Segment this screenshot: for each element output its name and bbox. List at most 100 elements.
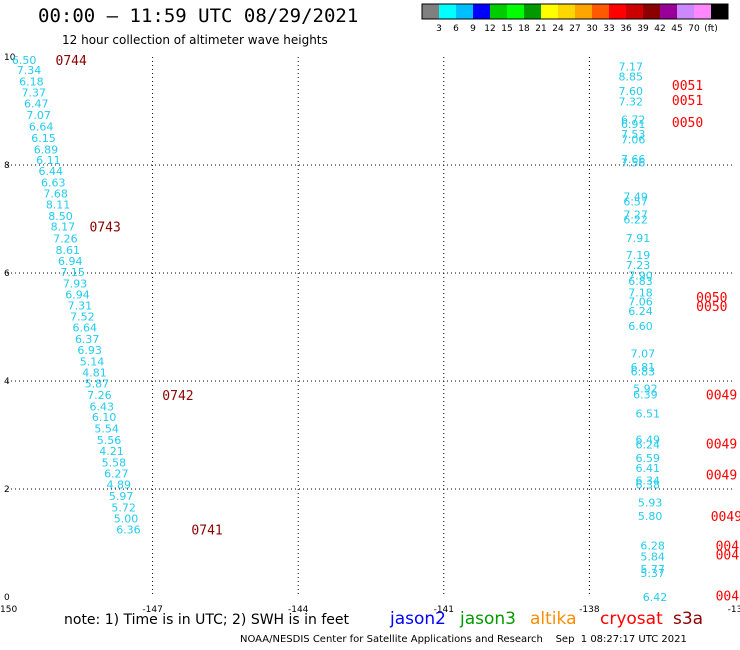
swh-value: 6.37 (75, 333, 100, 346)
swh-value: 6.24 (628, 305, 653, 318)
page-title: 00:00 — 11:59 UTC 08/29/2021 (38, 5, 359, 27)
legend-swatch (456, 4, 473, 19)
swh-value: 6.64 (73, 322, 98, 335)
legend-swatch (592, 4, 609, 19)
swh-value: 5.00 (114, 513, 139, 526)
y-tick-label: 8 (4, 161, 10, 171)
y-tick-label: 6 (4, 269, 10, 279)
swh-value: 6.51 (636, 407, 661, 420)
legend-swatch (439, 4, 456, 19)
y-tick-label: 4 (4, 377, 10, 387)
x-tick-label: -144 (288, 605, 309, 615)
swh-value: 6.39 (633, 389, 658, 402)
legend-tick-label: 30 (586, 24, 598, 34)
swh-value: 8.85 (619, 70, 644, 83)
legend-tick-label: (ft) (704, 24, 718, 34)
legend-swatch (609, 4, 626, 19)
time-label: 0050 (696, 300, 727, 315)
swh-value: 7.27 (623, 209, 648, 222)
satellite-label-altika: altika (530, 609, 577, 629)
satellite-label-jason2: jason2 (390, 609, 446, 629)
swh-value: 6.49 (636, 433, 661, 446)
swh-value: 6.22 (623, 214, 648, 227)
legend-swatch (524, 4, 541, 19)
swh-value: 4.81 (82, 366, 107, 379)
time-label: 0742 (162, 389, 193, 404)
swh-value: 6.63 (41, 176, 65, 189)
swh-value: 4.89 (106, 479, 131, 492)
swh-value: 5.14 (80, 356, 105, 369)
legend-tick-label: 36 (620, 24, 632, 34)
legend-swatch (711, 4, 728, 19)
swh-value: 7.31 (68, 299, 93, 312)
swh-value: 7.68 (43, 188, 68, 201)
swh-value: 7.66 (621, 153, 646, 166)
legend-swatch (490, 4, 507, 19)
legend-tick-label: 70 (688, 24, 700, 34)
plot-grid: -150 -147 -144 -141 -138 -13 0 2 4 6 8 10 (0, 53, 740, 615)
y-tick-label: 10 (4, 53, 16, 63)
x-tick-label: -141 (434, 605, 454, 615)
swh-value: 7.60 (619, 85, 644, 98)
swh-value: 8.17 (51, 221, 76, 234)
swh-value: 7.37 (22, 87, 46, 100)
swh-value: 5.58 (102, 457, 127, 470)
swh-value: 6.89 (34, 143, 59, 156)
legend-tick-label: 33 (603, 24, 614, 34)
data-marks: 6.507.346.187.376.477.076.646.156.896.11… (12, 54, 740, 604)
swh-value: 5.77 (640, 563, 665, 576)
swh-value: 7.06 (621, 134, 646, 147)
swh-value: 5.37 (640, 567, 665, 580)
swh-value: 7.90 (628, 270, 653, 283)
swh-value: 7.26 (87, 389, 112, 402)
y-tick-label: 0 (4, 593, 10, 603)
swh-value: 7.18 (628, 286, 653, 299)
legend-tick-label: 6 (453, 24, 459, 34)
swh-value: 6.47 (24, 97, 48, 110)
x-tick-label: -138 (579, 605, 600, 615)
swh-value: 6.72 (621, 114, 646, 127)
swh-value: 7.17 (619, 61, 644, 74)
time-label: 0050 (696, 291, 727, 306)
swh-value: 6.18 (19, 75, 43, 88)
swh-value: 5.56 (97, 434, 122, 447)
swh-value: 6.94 (58, 255, 83, 268)
satellite-label-jason3: jason3 (460, 609, 516, 629)
swh-value: 5.80 (638, 510, 663, 523)
swh-value: 6.44 (39, 165, 64, 178)
swh-value: 5.84 (640, 551, 665, 564)
x-tick-label: -147 (142, 605, 162, 615)
swh-value: 4.21 (99, 445, 124, 458)
swh-value: 5.54 (94, 423, 119, 436)
swh-value: 6.93 (77, 344, 102, 357)
swh-value: 7.26 (53, 232, 78, 245)
legend-tick-label: 21 (535, 24, 546, 34)
legend-swatch (677, 4, 694, 19)
swh-value: 7.07 (26, 109, 51, 122)
time-label: 0743 (90, 221, 121, 236)
time-label: 0048 (716, 589, 740, 604)
swh-value: 7.56 (621, 156, 646, 169)
legend-swatch (643, 4, 660, 19)
swh-value: 6.83 (631, 365, 656, 378)
y-tick-label: 2 (4, 485, 10, 495)
swh-value: 7.15 (60, 266, 85, 279)
legend-tick-label: 24 (552, 24, 564, 34)
swh-value: 6.83 (628, 275, 653, 288)
time-label: 0049 (711, 510, 740, 525)
legend-swatch (541, 4, 558, 19)
swh-value: 7.93 (63, 277, 88, 290)
satellite-label-cryosat: cryosat (600, 609, 663, 629)
time-label: 0048 (716, 548, 740, 563)
swh-value: 6.43 (90, 400, 115, 413)
swh-value: 8.50 (48, 210, 73, 223)
time-label: 0050 (672, 116, 703, 131)
time-label: 0049 (706, 438, 737, 453)
legend-swatch (473, 4, 490, 19)
swh-value: 6.60 (628, 320, 653, 333)
swh-value: 7.52 (70, 311, 95, 324)
time-label: 0049 (706, 468, 737, 483)
swh-value: 6.59 (636, 452, 661, 465)
legend-tick-label: 39 (637, 24, 649, 34)
